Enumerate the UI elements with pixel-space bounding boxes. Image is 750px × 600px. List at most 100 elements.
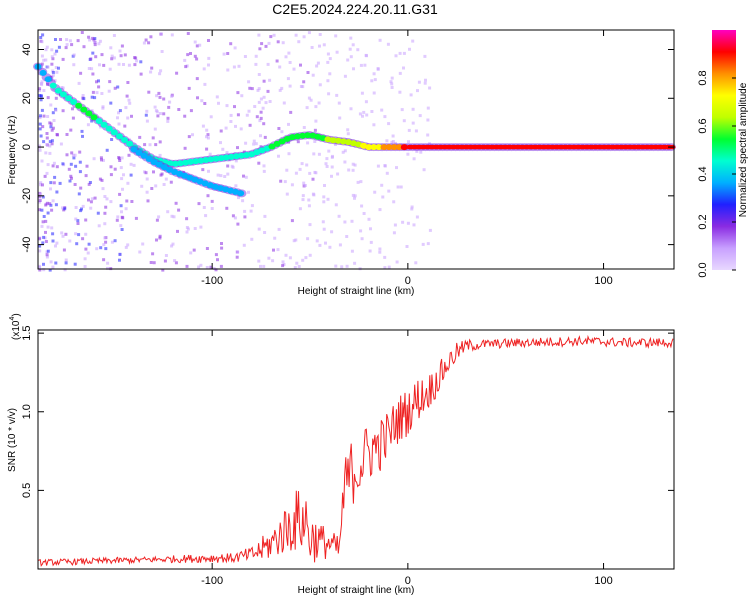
noise-cell xyxy=(50,139,54,143)
noise-cell xyxy=(283,180,287,184)
noise-cell xyxy=(87,67,91,70)
noise-cell xyxy=(322,200,326,204)
noise-cell xyxy=(39,183,43,187)
snr-y-multiplier: (x104) xyxy=(9,313,22,340)
noise-cell xyxy=(260,42,264,46)
noise-cell xyxy=(116,85,120,89)
noise-cell xyxy=(257,100,261,104)
noise-cell xyxy=(383,255,387,259)
noise-cell xyxy=(120,228,124,231)
noise-cell xyxy=(51,232,55,236)
noise-cell xyxy=(98,39,102,43)
noise-cell xyxy=(185,264,189,268)
noise-cell xyxy=(54,244,57,248)
track-point xyxy=(39,69,47,76)
noise-cell xyxy=(72,53,76,57)
noise-cell xyxy=(223,175,227,178)
noise-cell xyxy=(146,199,150,203)
noise-cell xyxy=(318,44,321,48)
colorbar-ticks: 0.0 0.2 0.4 0.6 0.8 xyxy=(697,70,736,278)
noise-cell xyxy=(173,259,177,263)
noise-cell xyxy=(264,44,268,48)
noise-cell xyxy=(250,204,254,208)
noise-cell xyxy=(310,46,314,49)
track-point xyxy=(278,138,286,145)
noise-cell xyxy=(91,72,95,76)
noise-cell xyxy=(38,89,42,92)
noise-cell xyxy=(171,242,175,246)
noise-cell xyxy=(201,168,205,172)
noise-cell xyxy=(93,37,97,40)
noise-cell xyxy=(302,181,306,185)
track-point xyxy=(121,137,128,143)
noise-cell xyxy=(307,96,311,100)
noise-cell xyxy=(75,242,79,246)
noise-cell xyxy=(234,159,238,163)
noise-cell xyxy=(74,217,78,221)
noise-cell xyxy=(313,128,317,132)
noise-cell xyxy=(45,201,49,205)
noise-cell xyxy=(322,43,326,47)
noise-cell xyxy=(39,192,43,196)
noise-cell xyxy=(239,127,243,131)
noise-cell xyxy=(242,174,245,178)
noise-cell xyxy=(385,171,389,175)
noise-cell xyxy=(80,207,83,211)
noise-cell xyxy=(116,215,120,219)
noise-cell xyxy=(124,106,128,110)
track-point xyxy=(135,149,143,156)
noise-cell xyxy=(126,181,130,185)
noise-cell xyxy=(233,105,236,109)
noise-cell xyxy=(104,240,108,244)
noise-cell xyxy=(257,259,261,263)
track-point xyxy=(80,106,88,113)
spectrogram-x-label: Height of straight line (km) xyxy=(298,286,415,297)
noise-cell xyxy=(161,268,165,272)
noise-cell xyxy=(203,82,207,86)
noise-cell xyxy=(71,153,75,157)
noise-cell xyxy=(198,43,202,47)
noise-cell xyxy=(240,94,244,98)
noise-cell xyxy=(130,200,134,203)
noise-cell xyxy=(334,143,337,146)
noise-cell xyxy=(259,97,263,101)
noise-cell xyxy=(288,256,292,260)
noise-cell xyxy=(102,63,106,67)
noise-cell xyxy=(164,177,168,181)
noise-cell xyxy=(54,108,58,112)
noise-cell xyxy=(255,115,259,119)
noise-cell xyxy=(392,200,396,204)
noise-cell xyxy=(88,181,92,184)
noise-cell xyxy=(39,36,43,39)
noise-cell xyxy=(61,162,65,166)
noise-cell xyxy=(94,55,98,59)
noise-cell xyxy=(256,88,260,92)
noise-cell xyxy=(220,246,224,250)
noise-cell xyxy=(414,129,418,133)
noise-cell xyxy=(170,214,174,218)
noise-cell xyxy=(166,210,170,214)
noise-cell xyxy=(60,86,64,89)
noise-cell xyxy=(50,208,54,212)
noise-cell xyxy=(353,261,357,265)
noise-cell xyxy=(285,192,289,196)
noise-cell xyxy=(49,103,53,107)
snr-y-multiplier-exponent: 4 xyxy=(9,317,16,321)
noise-cell xyxy=(63,268,67,272)
noise-cell xyxy=(51,57,55,61)
noise-cell xyxy=(262,164,266,168)
noise-cell xyxy=(132,163,136,167)
noise-cell xyxy=(68,179,72,183)
track-point xyxy=(110,129,118,136)
noise-cell xyxy=(120,156,124,160)
noise-cell xyxy=(410,205,414,209)
noise-cell xyxy=(120,177,124,181)
noise-cell xyxy=(153,105,157,109)
noise-cell xyxy=(295,261,299,265)
noise-cell xyxy=(46,211,50,215)
noise-cell xyxy=(237,196,240,200)
noise-cell xyxy=(176,229,179,233)
noise-cell xyxy=(82,97,86,101)
noise-cell xyxy=(257,227,261,231)
